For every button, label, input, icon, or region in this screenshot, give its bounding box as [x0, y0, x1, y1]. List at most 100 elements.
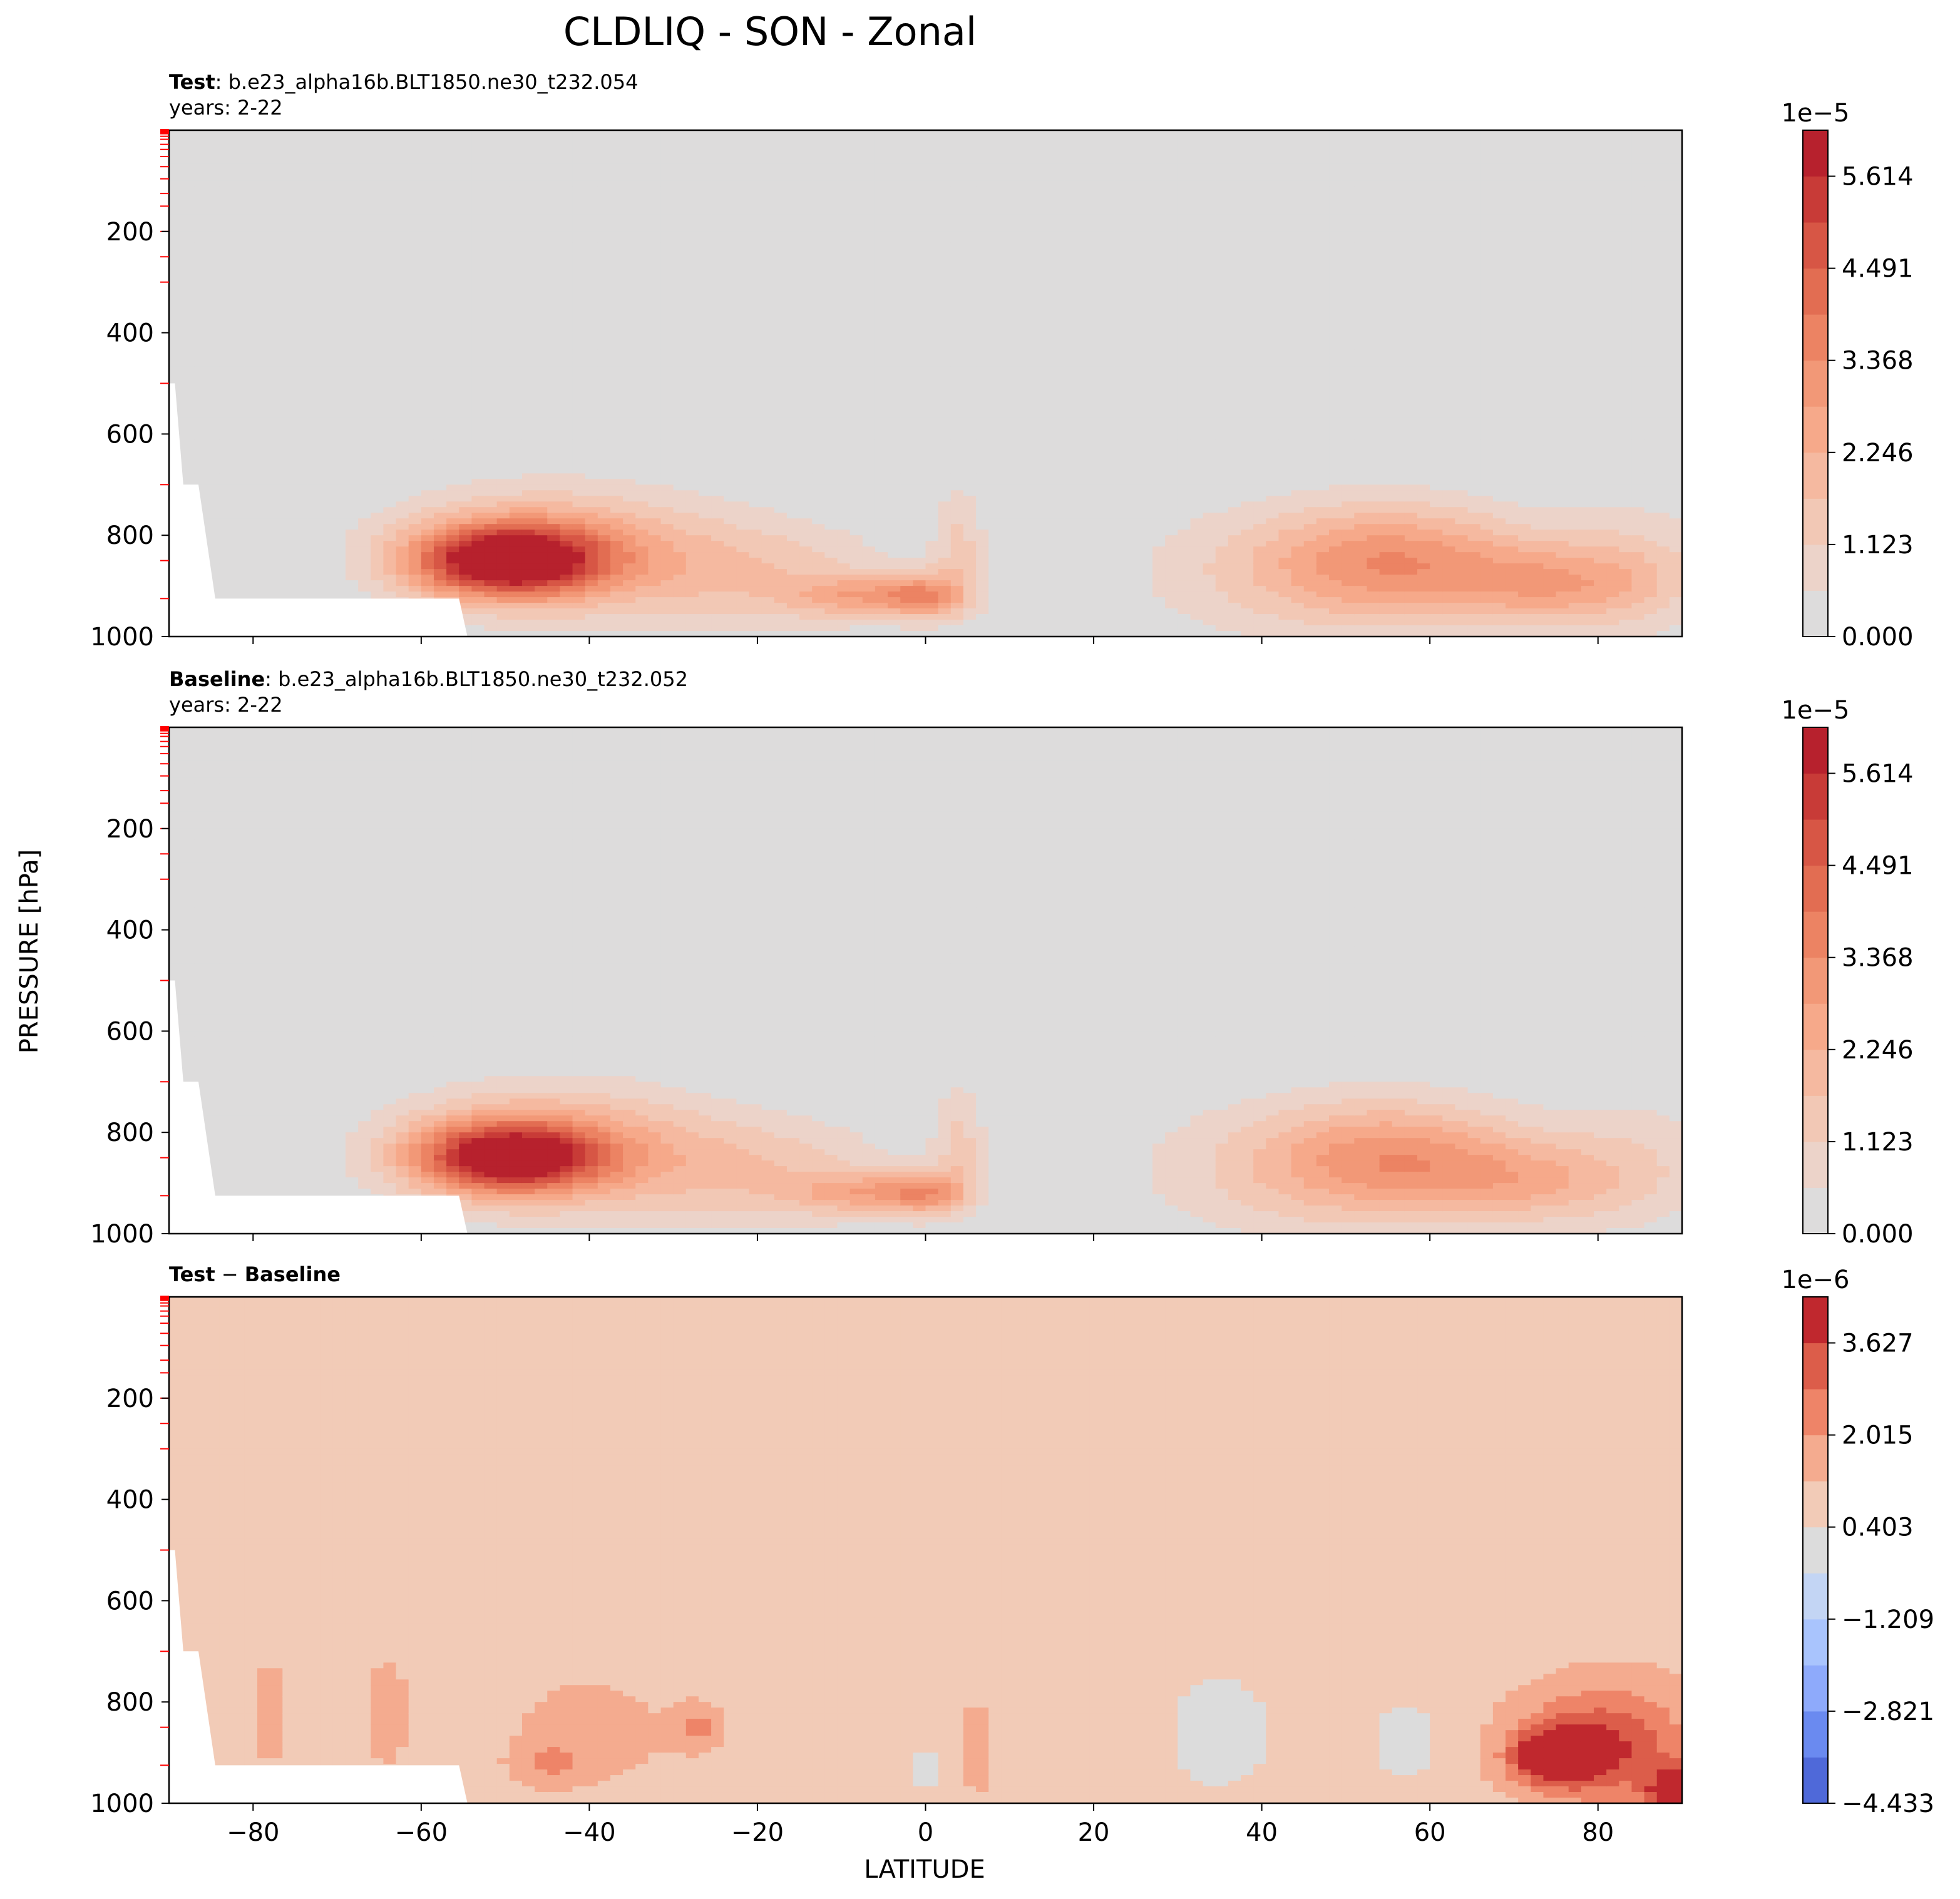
y-tick-label: 800	[106, 1118, 154, 1147]
colorbar-tick-label: 0.000	[1842, 623, 1914, 652]
colorbar-tick-label: 1.123	[1842, 531, 1914, 560]
x-tick-label: 0	[918, 1818, 933, 1847]
colorbar-tick-label: −2.821	[1842, 1697, 1934, 1726]
colorbar-tick-label: 4.491	[1842, 255, 1914, 284]
colorbar-segment	[1803, 498, 1828, 545]
colorbar-tick-label: 3.627	[1842, 1329, 1914, 1358]
colorbar-tick-label: −4.433	[1842, 1789, 1934, 1818]
colorbar-segment	[1803, 222, 1828, 269]
colorbar-segment	[1803, 727, 1828, 774]
x-tick-label: −80	[227, 1818, 279, 1847]
y-tick-label: 400	[106, 1486, 154, 1515]
panel-diff: 200 400 600 800 1000 −80 −60 −40 −20 0 20 40 60 80 1e−…	[90, 1266, 1934, 1847]
colorbar-segment	[1803, 130, 1828, 177]
x-tick-label: −60	[395, 1818, 448, 1847]
baseline-years-label: years: 2-22	[169, 693, 283, 717]
level-tick	[160, 726, 169, 731]
colorbar-segment	[1803, 911, 1828, 958]
colorbar-segment	[1803, 1665, 1828, 1712]
colorbar-segment	[1803, 1757, 1828, 1804]
colorbar-segment	[1803, 1003, 1828, 1050]
colorbar-segment	[1803, 1095, 1828, 1142]
y-tick-label: 600	[106, 1017, 154, 1046]
colorbar-segment	[1803, 1343, 1828, 1390]
colorbar-frame	[1802, 727, 1829, 1234]
colorbar-frame	[1802, 130, 1829, 637]
colorbar-exponent: 1e−5	[1781, 99, 1849, 128]
diff-panel-label: Test − Baseline	[169, 1262, 341, 1286]
y-tick-label: 600	[106, 1587, 154, 1615]
colorbar-exponent: 1e−5	[1781, 696, 1849, 725]
colorbar-segment	[1803, 544, 1828, 591]
colorbar-segment	[1803, 268, 1828, 315]
colorbar-segment	[1803, 590, 1828, 637]
colorbar: 1e−5 0.000 1.123 2.246 3.368 4.491 5.614	[1781, 99, 1913, 652]
colorbar-tick-label: 0.403	[1842, 1513, 1914, 1542]
colorbar-exponent: 1e−6	[1781, 1266, 1849, 1294]
y-tick-label: 400	[106, 916, 154, 945]
colorbar-tick-label: 5.614	[1842, 163, 1914, 192]
colorbar-segment	[1803, 819, 1828, 866]
colorbar-segment	[1803, 1049, 1828, 1096]
contour-field	[169, 727, 1683, 1234]
colorbar-segment	[1803, 1141, 1828, 1188]
x-tick-label: 80	[1582, 1818, 1614, 1847]
colorbar-tick-label: 2.015	[1842, 1421, 1914, 1450]
baseline-panel-label: Baseline: b.e23_alpha16b.BLT1850.ne30_t2…	[169, 667, 688, 691]
figure-title: CLDLIQ - SON - Zonal	[563, 9, 977, 54]
level-tick	[160, 1296, 169, 1301]
x-tick-label: −40	[563, 1818, 615, 1847]
test-years-label: years: 2-22	[169, 96, 283, 120]
level-tick	[160, 129, 169, 134]
colorbar-tick-label: 1.123	[1842, 1128, 1914, 1157]
colorbar-segment	[1803, 1297, 1828, 1344]
topography-mask	[169, 1550, 468, 1803]
panel-baseline: 200 400 600 800 1000 1e−5 0.000 1.123 2.246 3.368…	[90, 696, 1913, 1249]
colorbar-segment	[1803, 1573, 1828, 1620]
x-tick-label: 60	[1414, 1818, 1446, 1847]
x-tick-label: 20	[1078, 1818, 1110, 1847]
y-tick-label: 200	[106, 218, 154, 247]
colorbar-tick-label: 4.491	[1842, 852, 1914, 881]
colorbar-tick-label: 2.246	[1842, 1036, 1914, 1065]
colorbar-segment	[1803, 360, 1828, 407]
x-tick-label: −20	[731, 1818, 784, 1847]
colorbar-segment	[1803, 1527, 1828, 1574]
x-axis-label: LATITUDE	[864, 1855, 985, 1884]
y-tick-label: 200	[106, 815, 154, 844]
colorbar-segment	[1803, 773, 1828, 820]
colorbar-segment	[1803, 1187, 1828, 1234]
y-tick-label: 1000	[90, 623, 154, 652]
colorbar-tick-label: 5.614	[1842, 760, 1914, 789]
topography-mask	[169, 980, 468, 1234]
colorbar-segment	[1803, 865, 1828, 912]
colorbar-tick-label: 0.000	[1842, 1220, 1914, 1249]
colorbar: 1e−6 −4.433 −2.821 −1.209 0.403 2.015 3.627	[1781, 1266, 1934, 1818]
y-tick-label: 800	[106, 1688, 154, 1717]
colorbar-tick-label: 3.368	[1842, 347, 1914, 376]
contour-field	[169, 1297, 1683, 1804]
colorbar-segment	[1803, 1619, 1828, 1666]
y-tick-label: 400	[106, 319, 154, 348]
y-tick-label: 200	[106, 1385, 154, 1413]
colorbar-segment	[1803, 1481, 1828, 1528]
colorbar-segment	[1803, 176, 1828, 223]
colorbar-segment	[1803, 452, 1828, 499]
colorbar-segment	[1803, 406, 1828, 453]
y-tick-label: 800	[106, 521, 154, 550]
colorbar-segment	[1803, 1435, 1828, 1482]
topography-mask	[169, 383, 468, 637]
colorbar-segment	[1803, 314, 1828, 361]
contour-field	[169, 130, 1683, 637]
colorbar-tick-label: 3.368	[1842, 944, 1914, 973]
test-panel-label: Test: b.e23_alpha16b.BLT1850.ne30_t232.0…	[169, 70, 638, 94]
y-axis-label: PRESSURE [hPa]	[15, 849, 44, 1053]
colorbar-frame	[1802, 1296, 1829, 1804]
colorbar-segment	[1803, 1711, 1828, 1758]
y-tick-label: 1000	[90, 1789, 154, 1818]
colorbar-segment	[1803, 957, 1828, 1004]
colorbar-tick-label: 2.246	[1842, 439, 1914, 468]
y-tick-label: 1000	[90, 1220, 154, 1249]
x-tick-label: 40	[1246, 1818, 1278, 1847]
